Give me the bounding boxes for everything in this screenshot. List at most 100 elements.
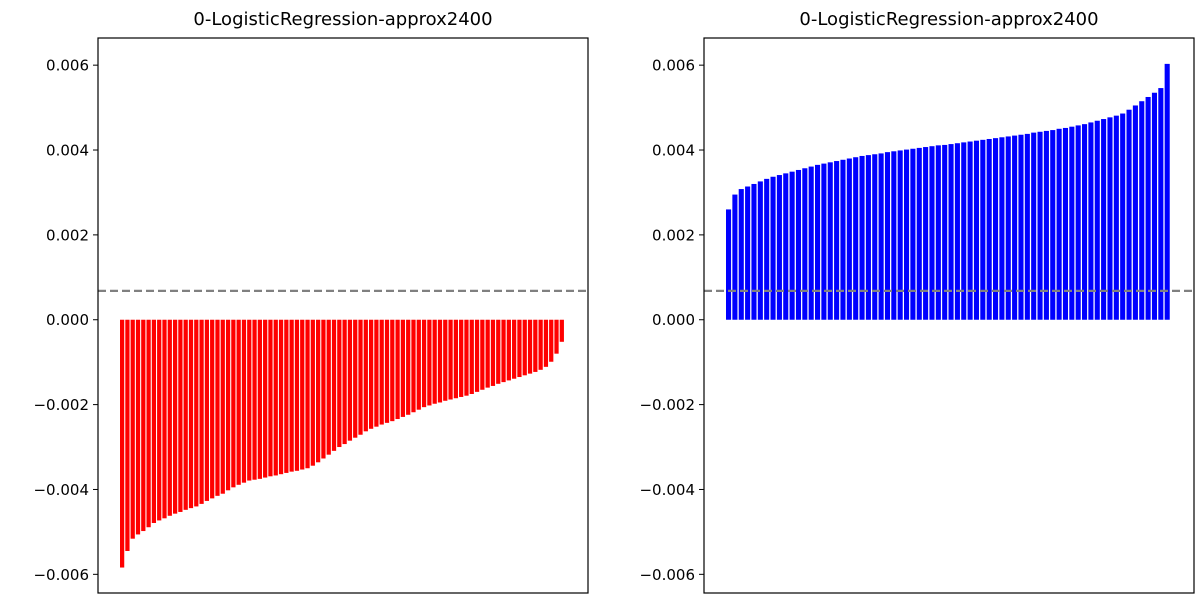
left-bar — [390, 319, 395, 422]
right-bar — [865, 155, 871, 320]
right-axes-frame — [703, 37, 1195, 594]
right-bar — [1132, 105, 1138, 320]
left-bar — [178, 319, 183, 512]
left-bar — [459, 319, 464, 397]
left-axes-frame — [97, 37, 589, 594]
left-bar — [257, 319, 262, 479]
right-bar — [783, 173, 789, 320]
right-bar — [897, 150, 903, 320]
right-bar — [872, 154, 878, 320]
right-bar — [795, 169, 802, 320]
right-bar — [986, 138, 992, 320]
right-bar — [834, 161, 840, 320]
left-bar — [496, 319, 501, 384]
left-bar — [210, 319, 215, 499]
right-bar — [967, 141, 973, 320]
left-bar — [241, 319, 247, 483]
left-y-tick-label: 0.006 — [46, 57, 89, 75]
left-bar — [379, 319, 384, 425]
left-bar — [130, 319, 135, 539]
right-bar — [929, 146, 935, 320]
left-bar — [236, 319, 241, 485]
left-bar — [368, 319, 374, 429]
right-chart-title: 0-LogisticRegression-approx2400 — [799, 9, 1098, 30]
left-bar — [363, 319, 368, 432]
right-bar — [764, 178, 770, 320]
left-bar — [384, 319, 390, 423]
left-bar — [464, 319, 469, 396]
right-bar — [1120, 113, 1126, 320]
right-bar — [1145, 96, 1151, 320]
right-bar — [993, 138, 999, 320]
right-bar — [942, 144, 948, 320]
left-bar — [427, 319, 432, 406]
right-bar — [808, 166, 814, 320]
left-bar — [284, 319, 289, 473]
right-bar — [789, 171, 795, 320]
left-bar — [294, 319, 300, 471]
left-bar — [151, 319, 157, 523]
left-bar — [522, 319, 527, 376]
left-bar — [411, 319, 416, 413]
right-bar — [770, 176, 776, 320]
left-bar — [347, 319, 353, 441]
right-bar — [923, 147, 929, 320]
right-bar — [859, 155, 865, 320]
left-bar — [453, 319, 458, 399]
right-bar — [1031, 132, 1037, 320]
left-bar — [162, 319, 167, 519]
left-bar — [512, 319, 517, 379]
left-bar — [300, 319, 305, 470]
left-bar — [469, 319, 474, 394]
right-bar — [853, 157, 859, 320]
right-bar — [776, 175, 782, 320]
left-chart-title: 0-LogisticRegression-approx2400 — [193, 9, 492, 30]
left-bar — [406, 319, 411, 415]
right-y-tick-label: −0.006 — [639, 566, 695, 584]
right-bar — [1069, 126, 1075, 320]
left-bar — [474, 319, 480, 392]
left-bar — [331, 319, 337, 451]
left-bar — [443, 319, 448, 401]
right-bar — [1018, 134, 1024, 320]
left-chart-panel: −0.006 −0.004 −0.002 0.000 0.002 0.004 0.006 0… — [33, 9, 589, 594]
left-bar — [437, 319, 443, 403]
right-bar — [726, 209, 732, 320]
left-bar — [231, 319, 236, 488]
left-bar — [278, 319, 284, 475]
right-bar — [980, 139, 986, 320]
right-bar — [1043, 130, 1049, 320]
right-bar — [751, 183, 757, 320]
right-bar — [738, 189, 744, 320]
left-bar — [559, 319, 564, 342]
right-bar — [935, 145, 941, 320]
left-bar — [421, 319, 427, 408]
right-bar — [884, 152, 891, 320]
left-bar — [554, 319, 559, 354]
right-bar — [878, 153, 884, 320]
left-bar — [167, 319, 172, 516]
left-bar — [326, 319, 331, 455]
left-bar — [337, 319, 342, 448]
left-bar — [517, 319, 522, 378]
right-bar — [732, 194, 738, 320]
right-bar — [948, 144, 954, 320]
left-bar — [506, 319, 511, 381]
left-bar — [490, 319, 496, 386]
left-bar — [485, 319, 490, 388]
right-bar — [846, 158, 852, 320]
left-bar — [188, 319, 194, 509]
left-y-tick-label: −0.004 — [33, 481, 89, 499]
right-bar — [910, 148, 916, 320]
left-bar — [220, 319, 225, 494]
right-bar — [802, 168, 808, 320]
right-bar — [1151, 92, 1158, 320]
right-chart-panel: −0.006 −0.004 −0.002 0.000 0.002 0.004 0.006 0… — [639, 9, 1195, 594]
left-bar — [146, 319, 151, 528]
left-bar — [199, 319, 204, 504]
right-y-ticks: −0.006 −0.004 −0.002 0.000 0.002 0.004 0.006 — [639, 57, 704, 584]
right-bar — [1050, 130, 1056, 320]
right-bar — [1082, 124, 1088, 320]
right-bar — [1037, 131, 1043, 320]
left-bar — [480, 319, 485, 390]
